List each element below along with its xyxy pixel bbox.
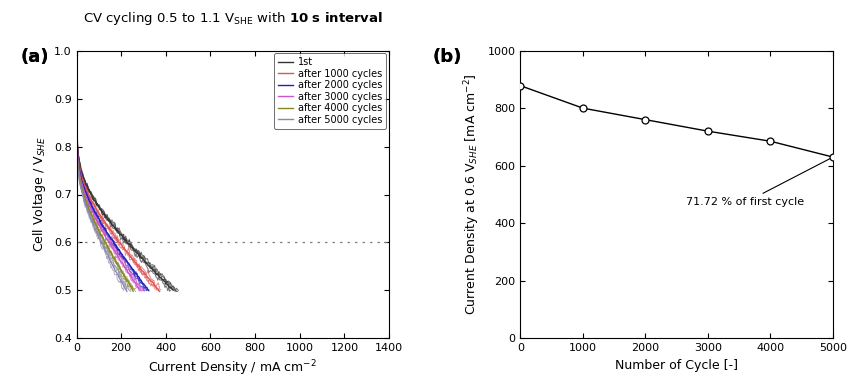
Line: after 5000 cycles: after 5000 cycles [76,97,127,291]
after 4000 cycles [76,182,86,187]
after 1000 cycles [148,280,158,285]
after 5000 cycles [87,218,97,223]
X-axis label: Current Density / mA cm$^{-2}$: Current Density / mA cm$^{-2}$ [149,359,317,378]
Text: CV cycling 0.5 to 1.1 V$_\mathregular{SHE}$ with $\bf{10\ s\ interval}$: CV cycling 0.5 to 1.1 V$_\mathregular{SH… [82,10,382,27]
Text: (b): (b) [433,48,462,66]
Text: (a): (a) [20,48,48,66]
1st [100,215,110,219]
after 3000 cycles [127,276,137,280]
1st [71,79,82,84]
1st [162,282,172,286]
after 4000 cycles [116,267,126,272]
1st [144,264,155,268]
after 5000 cycles [99,245,110,249]
1st [157,277,167,282]
after 2000 cycles [71,86,82,91]
Line: after 3000 cycles: after 3000 cycles [76,91,140,290]
after 4000 cycles [116,269,127,274]
after 3000 cycles [119,263,129,268]
Legend: 1st, after 1000 cycles, after 2000 cycles, after 3000 cycles, after 4000 cycles,: 1st, after 1000 cycles, after 2000 cycle… [274,53,386,128]
after 5000 cycles [114,275,124,279]
after 1000 cycles [71,83,82,88]
Line: after 2000 cycles: after 2000 cycles [76,89,149,290]
Text: (a): (a) [20,48,48,66]
after 4000 cycles [71,91,82,96]
after 3000 cycles [111,251,122,256]
after 2000 cycles [88,205,98,210]
after 4000 cycles [118,271,128,276]
after 2000 cycles [130,270,140,275]
Y-axis label: Current Density at 0.6 V$_{SHE}$ [mA cm$^{-2}$]: Current Density at 0.6 V$_{SHE}$ [mA cm$… [462,74,482,315]
after 3000 cycles [71,89,82,93]
after 3000 cycles [135,288,145,293]
Line: after 4000 cycles: after 4000 cycles [76,94,133,291]
after 2000 cycles [83,196,94,200]
after 2000 cycles [107,238,117,243]
Text: (b): (b) [433,48,462,66]
after 4000 cycles [122,278,132,283]
after 1000 cycles [113,240,123,245]
1st [139,259,150,264]
after 3000 cycles [129,279,139,284]
after 4000 cycles [128,289,139,294]
after 5000 cycles [83,210,94,214]
after 1000 cycles [82,191,93,196]
Text: 71.72 % of first cycle: 71.72 % of first cycle [687,158,830,207]
after 4000 cycles [114,265,124,270]
Line: after 1000 cycles: after 1000 cycles [76,85,160,291]
after 2000 cycles [101,230,111,235]
Y-axis label: Cell Voltage / V$_{SHE}$: Cell Voltage / V$_{SHE}$ [31,137,48,252]
Line: 1st: 1st [76,82,173,290]
after 3000 cycles [123,271,133,276]
after 1000 cycles [107,230,117,235]
after 2000 cycles [93,214,103,218]
1st [168,288,178,293]
after 5000 cycles [115,276,125,280]
X-axis label: Number of Cycle [-]: Number of Cycle [-] [615,359,738,372]
after 3000 cycles [107,244,117,249]
after 5000 cycles [84,214,94,218]
after 5000 cycles [71,95,82,99]
after 1000 cycles [116,242,126,247]
after 1000 cycles [155,289,165,294]
after 2000 cycles [144,288,154,293]
after 5000 cycles [122,289,132,294]
1st [149,269,159,273]
after 1000 cycles [95,213,105,217]
